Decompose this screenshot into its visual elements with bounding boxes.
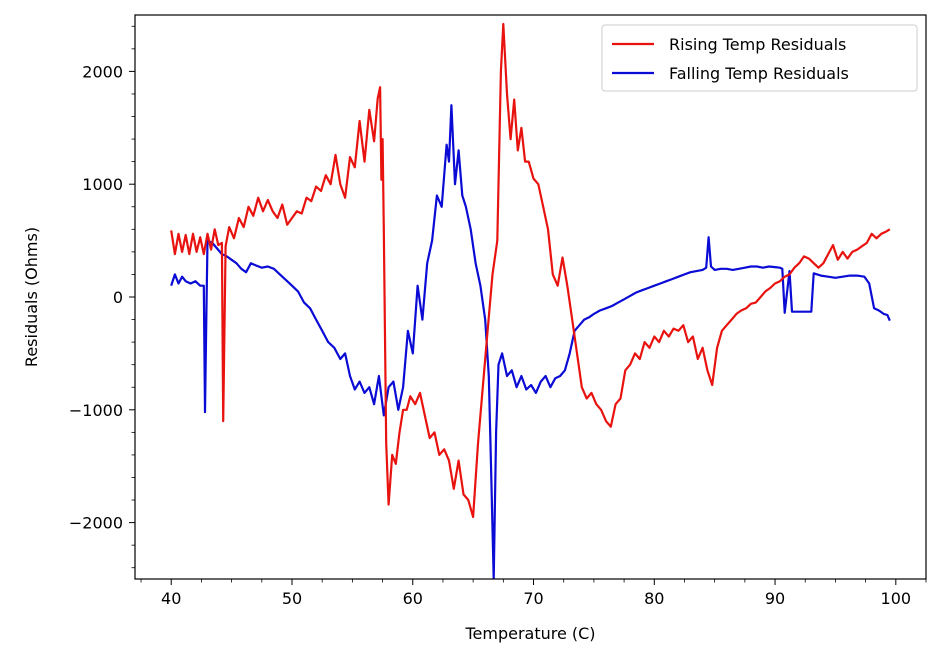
x-tick-label: 70 <box>523 589 543 608</box>
legend: Rising Temp Residuals Falling Temp Resid… <box>601 24 918 92</box>
x-tick-label: 60 <box>403 589 423 608</box>
axis-ticks: 40 50 60 70 80 90 100 −2000 −1000 0 1000 2000 <box>69 25 927 608</box>
plot-lines <box>170 22 891 579</box>
legend-box <box>601 24 918 92</box>
y-tick-label: 0 <box>113 288 123 307</box>
x-tick-label: 50 <box>282 589 302 608</box>
x-tick-label: 90 <box>765 589 785 608</box>
y-tick-label: −1000 <box>69 401 123 420</box>
y-tick-label: 2000 <box>82 62 123 81</box>
series-line-rising <box>170 22 891 519</box>
legend-label-falling: Falling Temp Residuals <box>669 64 849 83</box>
y-tick-label: −2000 <box>69 514 123 533</box>
legend-label-rising: Rising Temp Residuals <box>669 35 846 54</box>
x-tick-label: 80 <box>644 589 664 608</box>
plot-frame <box>134 14 927 580</box>
x-tick-label: 40 <box>161 589 181 608</box>
series-line-falling <box>170 104 891 579</box>
x-axis-label: Temperature (C) <box>464 624 595 643</box>
y-tick-label: 1000 <box>82 175 123 194</box>
y-axis-label: Residuals (Ohms) <box>22 227 41 367</box>
x-tick-label: 100 <box>881 589 912 608</box>
